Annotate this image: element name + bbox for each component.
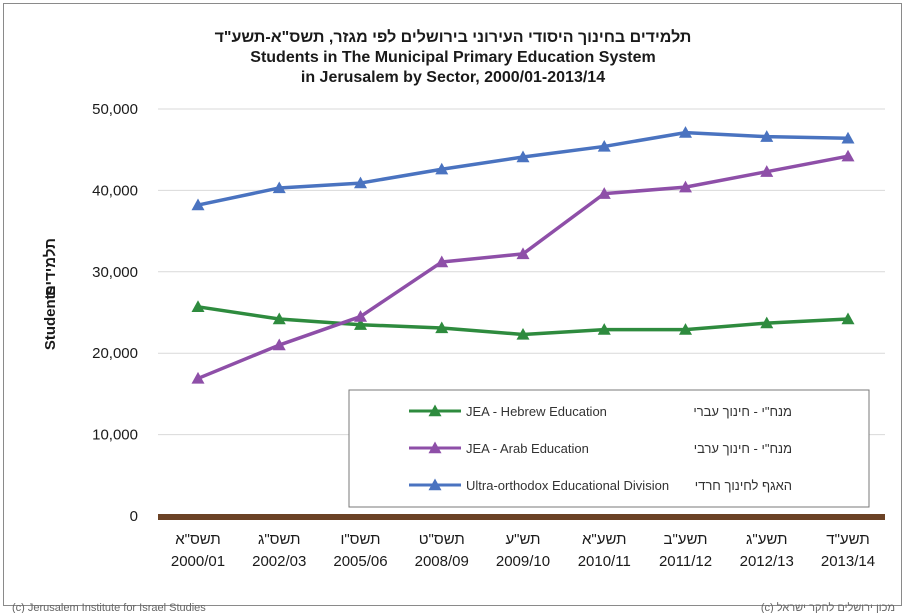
series-line [197, 130, 849, 207]
y-tick-label: 10,000 [92, 427, 138, 444]
data-point [679, 126, 692, 138]
series-group [191, 300, 855, 340]
chart-title-hebrew: תלמידים בחינוך היסודי העירוני בירושלים ל… [215, 28, 692, 46]
x-tick-label: 2009/10 [496, 553, 550, 570]
data-point [679, 180, 692, 193]
x-tick-label: 2005/06 [333, 553, 387, 570]
legend-marker [428, 478, 442, 491]
data-point [597, 187, 611, 199]
y-tick-label: 50,000 [92, 101, 138, 118]
x-tick-label-hebrew: תשע"ד [826, 531, 869, 548]
y-tick-label: 40,000 [92, 182, 138, 199]
x-tick-label-hebrew: תשס"ו [340, 531, 380, 548]
y-tick-labels: 0 10,000 20,000 30,000 40,000 50,000 [92, 101, 138, 525]
x-tick-label: 2011/12 [659, 553, 712, 570]
data-point [841, 131, 855, 144]
x-axis-line [158, 514, 885, 520]
data-point [516, 150, 530, 163]
footer-copyright-hebrew: (c) מכון ירושלים לחקר ישראל [761, 601, 895, 613]
data-point [760, 130, 774, 142]
data-point [272, 312, 286, 325]
x-tick-label: 2008/09 [415, 553, 469, 570]
legend-marker [428, 404, 442, 417]
y-tick-label: 0 [130, 508, 138, 525]
y-tick-label: 30,000 [92, 264, 138, 281]
series-group [191, 126, 855, 211]
legend-label-hebrew: מנח"י - חינוך עברי [693, 404, 792, 419]
chart-title-english-line2: in Jerusalem by Sector, 2000/01-2013/14 [301, 69, 605, 86]
x-tick-label-hebrew: תשע"ב [663, 531, 707, 548]
legend-label: JEA - Hebrew Education [466, 404, 607, 419]
x-tick-label-hebrew: תשס"ט [419, 531, 465, 548]
data-point [191, 198, 205, 211]
x-tick-label-hebrew: תשס"ג [258, 531, 301, 548]
footer-copyright-english: (c) Jerusalem Institute for Israel Studi… [12, 602, 206, 613]
data-point [679, 323, 692, 335]
data-point [516, 327, 530, 340]
y-axis-label-english: Students [42, 286, 59, 350]
x-tick-label-hebrew: תש"ע [505, 531, 540, 548]
data-point [435, 255, 449, 268]
legend-label: Ultra-orthodox Educational Division [466, 478, 669, 493]
data-point [354, 310, 367, 322]
x-tick-label: 2013/14 [821, 553, 875, 570]
x-tick-label: 2002/03 [252, 553, 306, 570]
x-tick-labels: תשס"א 2000/01 תשס"ג 2002/03 תשס"ו 2005/06 תשס"… [171, 531, 875, 570]
data-point [597, 139, 611, 152]
data-point [272, 181, 286, 194]
data-point [191, 300, 205, 313]
data-point [435, 162, 449, 175]
data-point [760, 165, 774, 177]
series-lines [191, 126, 855, 384]
legend-label-hebrew: האגף לחינוך חרדי [695, 478, 792, 493]
data-point [760, 316, 774, 329]
data-point [191, 371, 205, 384]
y-tick-label: 20,000 [92, 345, 138, 362]
data-point [516, 247, 530, 260]
legend-label-hebrew: מנח"י - חינוך ערבי [694, 441, 792, 456]
series-group [191, 149, 855, 384]
series-line [197, 154, 849, 381]
data-point [841, 149, 855, 162]
data-point [354, 318, 367, 330]
y-axis-label-hebrew: תלמידים [42, 238, 59, 296]
data-point [435, 321, 449, 334]
data-point [272, 338, 286, 351]
x-tick-label-hebrew: תשס"א [175, 531, 221, 548]
x-tick-label: 2010/11 [578, 553, 631, 570]
x-tick-label: 2012/13 [740, 553, 794, 570]
legend: JEA - Hebrew Education מנח"י - חינוך עברי… [348, 389, 870, 508]
x-tick-label-hebrew: תשע"א [582, 531, 627, 548]
legend-marker [428, 441, 442, 454]
legend-label: JEA - Arab Education [466, 441, 589, 456]
data-point [597, 323, 611, 335]
data-point [354, 176, 367, 189]
x-tick-label: 2000/01 [171, 553, 225, 570]
data-point [841, 312, 855, 325]
chart-title-english-line1: Students in The Municipal Primary Educat… [250, 49, 655, 66]
x-tick-label-hebrew: תשע"ג [746, 531, 787, 548]
